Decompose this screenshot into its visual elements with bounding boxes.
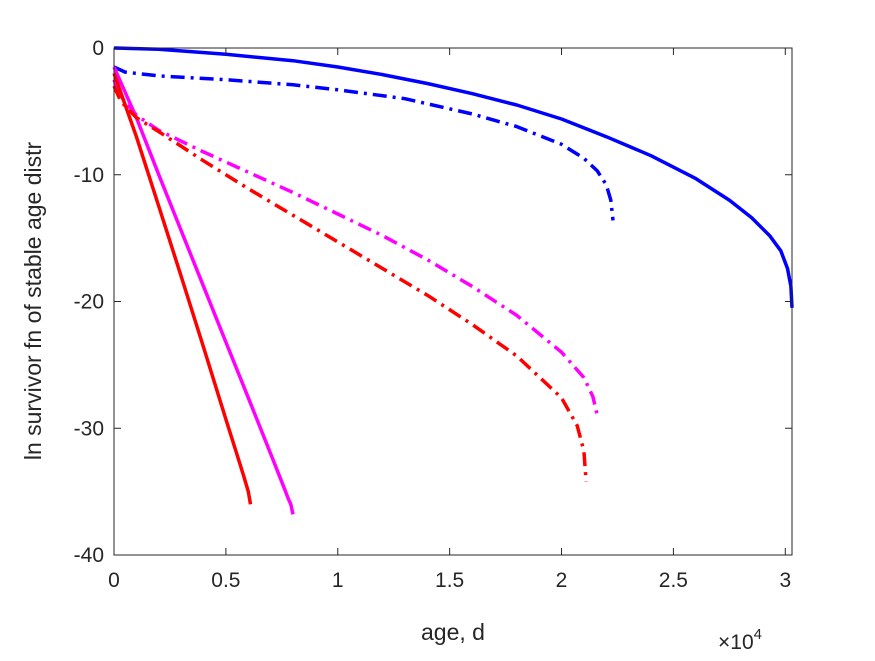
y-tick-label: 0 [92,37,104,60]
series-line-6 [112,85,588,482]
y-tick-label: -30 [74,417,104,440]
x-tick-label: 2.5 [659,569,688,592]
x-exponent-label: ×104 [718,626,762,654]
y-tick-label: -10 [74,164,104,187]
y-tick-label: -20 [74,291,104,314]
x-exponent-base: ×10 [718,631,754,654]
series-line-4 [112,79,600,416]
y-axis: 0 -10 -20 -30 -40 [74,37,792,567]
x-tick-label: 2 [556,569,568,592]
y-axis-label: ln survivor fn of stable age distr [20,142,46,461]
x-tick-label: 0.5 [211,569,240,592]
series-line-2 [113,65,615,221]
series-line-1 [113,46,794,308]
series-layer [112,46,794,515]
x-exponent-power: 4 [754,626,762,643]
x-tick-label: 0 [108,569,120,592]
x-tick-label: 3 [779,569,791,592]
series-line-3 [112,66,295,515]
y-tick-label: -40 [74,544,104,567]
x-tick-label: 1.5 [435,569,464,592]
x-axis-label: age, d [421,619,485,645]
series-line-5 [112,72,253,505]
x-tick-label: 1 [332,569,344,592]
x-axis: 0 0.5 1 1.5 2 2.5 3 [108,48,791,592]
plot-background [114,48,792,555]
